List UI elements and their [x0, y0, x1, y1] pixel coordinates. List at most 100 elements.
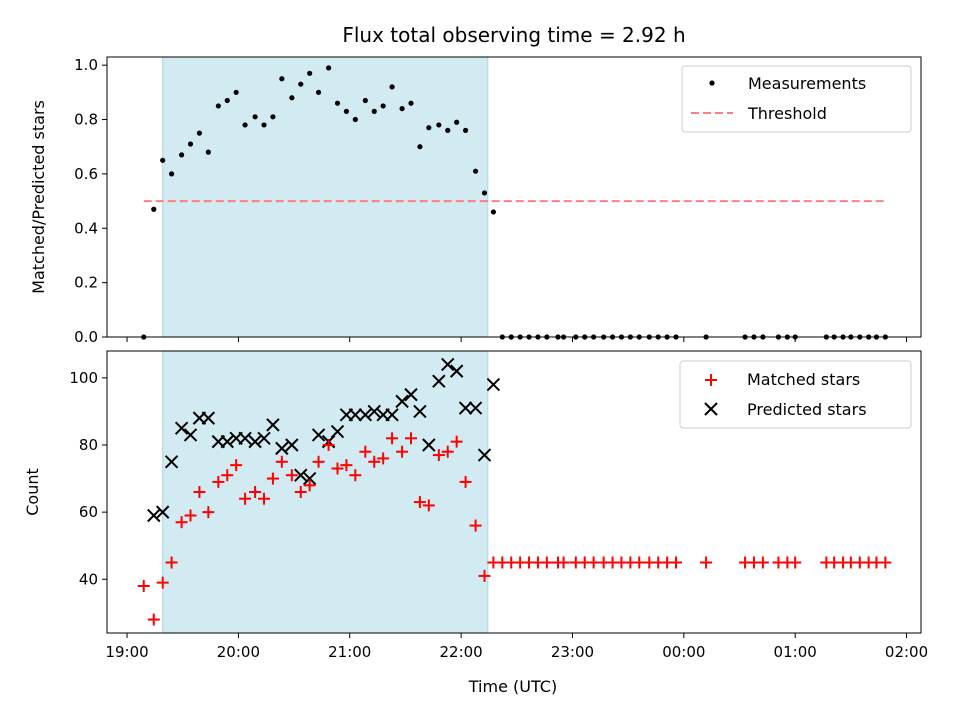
legend-matched-label: Matched stars — [747, 370, 860, 389]
predicted-star-point — [348, 408, 363, 422]
predicted-star-point — [358, 408, 373, 422]
x-tick-label: 20:00 — [217, 643, 260, 661]
matched-star-point — [202, 506, 215, 519]
predicted-star-point — [441, 357, 455, 372]
predicted-star-point — [302, 471, 317, 486]
measurement-point — [252, 114, 258, 120]
measurement-point — [454, 119, 460, 125]
predicted-star-point — [404, 387, 418, 402]
matched-star-point — [221, 469, 234, 482]
matched-star-point — [184, 509, 197, 522]
measurement-point — [399, 106, 405, 112]
x-tick-label: 02:00 — [885, 643, 928, 661]
predicted-star-point — [285, 438, 299, 452]
matched-star-point — [459, 475, 472, 488]
predicted-star-point — [385, 408, 399, 422]
bottom-legend-box — [679, 360, 912, 429]
matched-star-point — [137, 580, 150, 592]
top-shaded-interval — [162, 56, 489, 338]
matched-star-point — [670, 556, 683, 569]
predicted-star-point — [395, 394, 409, 409]
predicted-star-point — [432, 374, 446, 388]
legend-threshold-label: Threshold — [747, 104, 827, 123]
measurement-point — [168, 171, 175, 177]
matched-star-point — [359, 445, 372, 458]
predicted-star-point — [266, 418, 280, 432]
predicted-star-point — [449, 364, 464, 378]
matched-star-point — [212, 475, 225, 488]
measurement-point — [289, 95, 295, 101]
matched-star-point — [478, 569, 491, 582]
measurement-point — [215, 103, 221, 109]
bottom-legend: Matched stars Predicted stars — [679, 360, 912, 429]
measurement-point — [343, 108, 350, 114]
matched-star-point — [294, 486, 307, 498]
predicted-star-point — [248, 434, 262, 449]
predicted-star-point — [486, 377, 501, 392]
matched-star-point — [349, 469, 362, 482]
measurement-point — [196, 130, 203, 136]
measurement-point — [445, 127, 451, 133]
predicted-star-point — [413, 404, 427, 419]
matched-star-point — [557, 556, 570, 569]
measurement-point — [380, 103, 386, 109]
measurement-point — [481, 190, 488, 196]
top-legend-box — [681, 65, 912, 133]
matched-star-point — [587, 556, 600, 569]
measurement-point — [151, 206, 157, 212]
measurement-point — [426, 125, 432, 131]
measurement-point — [242, 122, 248, 128]
matched-star-point — [404, 432, 417, 445]
matched-star-point — [147, 613, 160, 626]
predicted-star-point — [477, 448, 492, 462]
legend-predicted-marker — [704, 402, 718, 416]
x-tick-label: 19:00 — [105, 643, 148, 661]
predicted-star-point — [422, 438, 436, 452]
top-axes-frame — [106, 56, 922, 338]
measurement-point — [408, 100, 414, 106]
measurement-point — [389, 84, 395, 90]
legend-matched-marker — [705, 374, 717, 386]
predicted-star-point — [147, 508, 161, 523]
matched-star-point — [396, 445, 409, 458]
measurement-point — [417, 144, 423, 150]
y-tick-label: 1.0 — [74, 56, 98, 74]
matched-star-point — [368, 455, 381, 468]
x-tick-label: 23:00 — [551, 643, 594, 661]
predicted-star-point — [367, 404, 381, 419]
measurement-point — [205, 149, 211, 155]
predicted-star-point — [458, 401, 473, 415]
top-panel: 0.0 0.2 0.4 0.6 0.8 1.0 Matched/Predicted sta… — [29, 56, 922, 346]
matched-star-point — [377, 452, 390, 465]
y-tick-label: 80 — [79, 436, 98, 454]
chart-title: Flux total observing time = 2.92 h — [342, 23, 685, 47]
x-axis-label: Time (UTC) — [468, 677, 557, 696]
predicted-star-point — [174, 421, 189, 435]
matched-star-point — [331, 462, 344, 475]
predicted-star-point — [257, 431, 271, 445]
matched-star-point — [239, 492, 252, 505]
predicted-stars-points — [147, 357, 501, 523]
matched-star-point — [789, 556, 802, 569]
y-tick-label: 40 — [79, 570, 98, 588]
matched-star-point — [193, 486, 206, 498]
y-tick-label: 0.4 — [74, 219, 98, 237]
matched-stars-points — [137, 432, 892, 626]
measurement-point — [307, 70, 313, 76]
predicted-star-point — [164, 455, 179, 469]
measurement-point — [362, 97, 368, 104]
top-y-ticks: 0.0 0.2 0.4 0.6 0.8 1.0 — [74, 56, 107, 346]
predicted-star-point — [294, 468, 308, 482]
predicted-star-point — [275, 441, 289, 456]
measurement-point — [187, 141, 194, 147]
bottom-shaded-interval — [162, 350, 489, 634]
x-tick-label: 22:00 — [439, 643, 482, 661]
legend-predicted-label: Predicted stars — [747, 400, 867, 419]
measurement-point — [315, 89, 322, 95]
bottom-y-axis-label: Count — [23, 468, 42, 516]
y-tick-label: 0.2 — [74, 274, 98, 292]
matched-star-point — [258, 492, 271, 505]
predicted-star-point — [330, 424, 345, 439]
matched-star-point — [340, 459, 353, 472]
